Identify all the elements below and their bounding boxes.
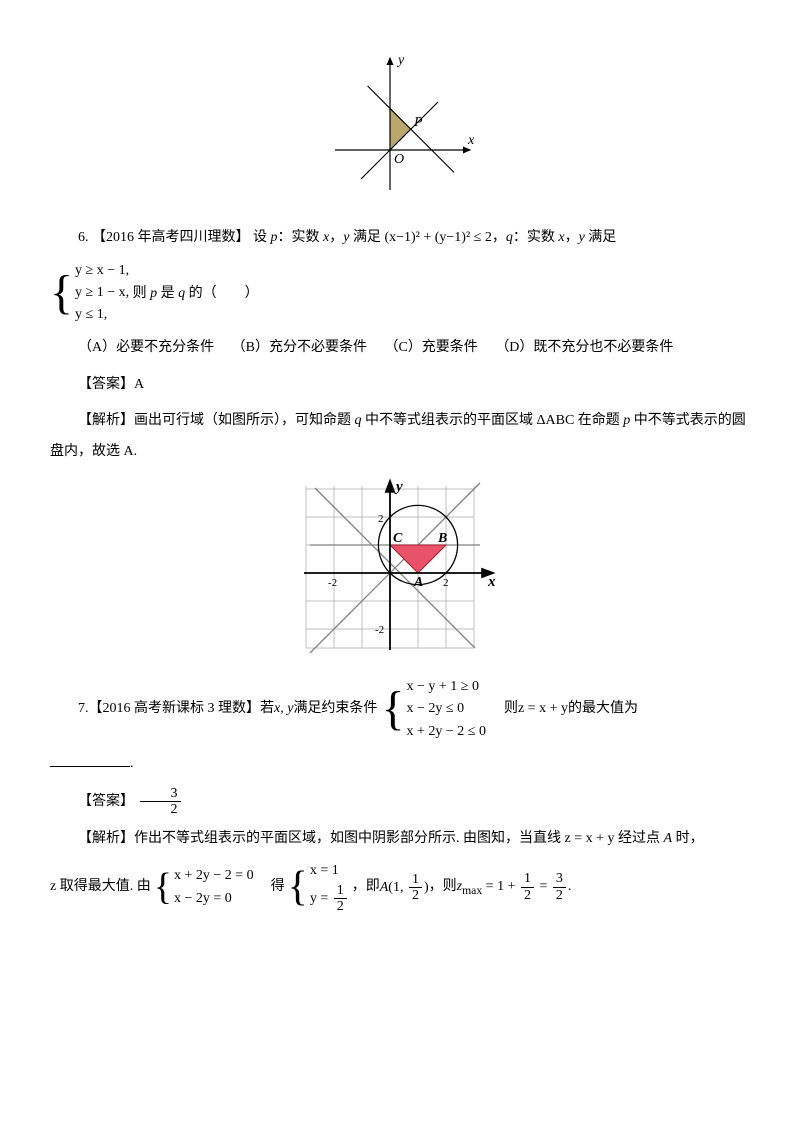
svg-text:y: y: [394, 479, 403, 495]
q6-brace: { y ≥ x − 1, y ≥ 1 − x, y ≤ 1, 则 p 是 q 的…: [50, 260, 750, 327]
option-c: （C）充要条件: [384, 340, 477, 355]
axis-y-label: y: [396, 53, 405, 68]
q7-explanation-1: 【解析】作出不等式组表示的平面区域，如图中阴影部分所示. 由图知，当直线 z =…: [50, 824, 750, 855]
q7-source: 【2016 高考新课标 3 理数】: [89, 694, 261, 725]
q7-answer: 【答案】 32: [50, 786, 750, 818]
left-brace: {: [288, 871, 308, 905]
left-brace: {: [381, 690, 404, 728]
q7-number: 7.: [78, 694, 89, 725]
axis-x-label: x: [467, 133, 475, 148]
left-brace: {: [50, 274, 73, 312]
answer-blank: [50, 752, 130, 767]
q7-stem: 7. 【2016 高考新课标 3 理数】 若 x, y 满足约束条件 { x −…: [50, 676, 750, 743]
option-b: （B）充分不必要条件: [232, 340, 367, 355]
svg-text:C: C: [393, 531, 403, 546]
option-a: （A）必要不充分条件: [78, 340, 214, 355]
origin-label: O: [394, 152, 404, 167]
svg-text:A: A: [413, 575, 423, 590]
figure-1: x y O P: [50, 50, 750, 213]
point-p-label: P: [413, 115, 423, 130]
svg-text:2: 2: [378, 513, 384, 525]
svg-text:-2: -2: [328, 577, 337, 589]
svg-text:B: B: [437, 531, 447, 546]
q6-answer: 【答案】A: [50, 370, 750, 401]
q6-explanation: 【解析】画出可行域（如图所示），可知命题 q 中不等式组表示的平面区域 ΔABC…: [50, 406, 750, 468]
option-d: （D）既不充分也不必要条件: [495, 340, 673, 355]
figure-2: -2 2 2 -2 x y C B A: [50, 478, 750, 666]
q6-source: 【2016 年高考四川理数】: [92, 230, 250, 245]
q6-options: （A）必要不充分条件 （B）充分不必要条件 （C）充要条件 （D）既不充分也不必…: [50, 333, 750, 364]
svg-text:2: 2: [443, 577, 449, 589]
q7-explanation-2: z 取得最大值. 由 { x + 2y − 2 = 0 x − 2y = 0 得…: [50, 860, 750, 914]
q6-stem-line1: 6. 【2016 年高考四川理数】 设 p：实数 x，y 满足 (x−1)² +…: [50, 223, 750, 254]
svg-text:-2: -2: [375, 624, 384, 636]
svg-text:x: x: [487, 574, 496, 590]
q6-number: 6.: [78, 230, 89, 245]
q7-blank: .: [50, 749, 750, 780]
left-brace: {: [154, 872, 172, 902]
